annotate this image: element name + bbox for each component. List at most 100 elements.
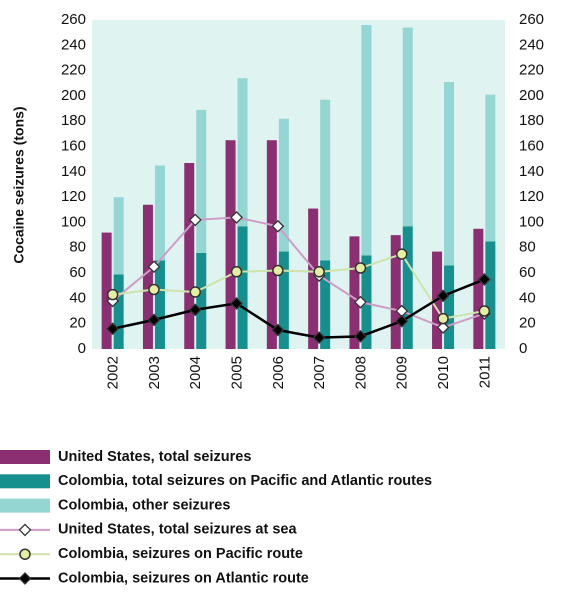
legend-swatch	[0, 474, 50, 489]
y2-tick-label: 60	[519, 264, 536, 281]
y-tick-label: 20	[69, 315, 86, 332]
legend-label: United States, total seizures	[58, 449, 251, 465]
y2-tick-label: 240	[519, 36, 544, 53]
bar	[308, 208, 319, 349]
point	[437, 312, 449, 325]
point	[147, 260, 161, 274]
point	[312, 331, 326, 345]
y2-tick-label: 140	[519, 163, 544, 180]
point	[230, 297, 243, 310]
y2-tick-label: 40	[519, 289, 536, 306]
line	[112, 216, 485, 329]
bar	[320, 99, 331, 261]
y2-tick-label: 200	[519, 87, 544, 104]
x-tick-label: 2002	[105, 356, 122, 389]
x-tick-label: 2004	[187, 356, 204, 389]
legend-label: United States, total seizures at sea	[58, 522, 297, 538]
point	[395, 314, 409, 328]
point	[436, 321, 450, 334]
point	[271, 323, 285, 337]
x-tick-label: 2008	[352, 356, 369, 389]
x-tick-label: 2009	[394, 356, 411, 389]
bar	[390, 235, 401, 349]
point	[354, 295, 367, 309]
y2-tick-label: 120	[519, 188, 544, 205]
point	[396, 248, 408, 260]
point	[106, 288, 119, 301]
y-tick-label: 260	[61, 11, 86, 28]
bar	[113, 274, 124, 349]
y-tick-label: 180	[61, 112, 86, 129]
point	[354, 262, 367, 274]
y-tick-label: 0	[78, 340, 86, 357]
bar	[485, 94, 496, 242]
bar	[320, 260, 331, 349]
y-tick-label: 40	[69, 289, 86, 306]
bar	[444, 82, 455, 266]
legend-swatch	[0, 498, 50, 513]
bar	[113, 197, 124, 275]
y2-tick-label: 20	[519, 315, 536, 332]
bar	[402, 27, 413, 227]
y-tick-label: 200	[61, 87, 86, 104]
y2-tick-label: 160	[519, 138, 544, 155]
point	[106, 322, 120, 336]
bar	[154, 260, 165, 349]
bar	[266, 140, 277, 349]
x-tick-label: 2003	[146, 356, 163, 389]
y-tick-label: 240	[61, 36, 86, 53]
y2-tick-label: 80	[519, 239, 536, 256]
point	[436, 289, 450, 303]
bar	[184, 162, 195, 349]
y-tick-label: 60	[69, 264, 86, 281]
y-axis-label: Cocaine seizures (tons)	[11, 106, 27, 263]
line	[112, 252, 485, 320]
point	[188, 303, 202, 317]
y2-tick-label: 260	[519, 11, 544, 28]
bar	[237, 78, 248, 227]
bar	[361, 25, 372, 256]
legend-marker	[19, 548, 31, 560]
point	[271, 219, 285, 233]
legend-label: Colombia, seizures on Pacific route	[58, 546, 303, 562]
bar	[402, 226, 413, 349]
y-tick-label: 80	[69, 239, 86, 256]
y-tick-label: 220	[61, 62, 86, 79]
x-tick-label: 2010	[435, 356, 452, 389]
y-tick-label: 140	[61, 163, 86, 180]
bar	[485, 241, 496, 349]
point	[230, 266, 243, 278]
y-tick-label: 160	[61, 138, 86, 155]
bar	[154, 165, 165, 261]
point	[272, 264, 284, 277]
legend-label: Colombia, total seizures on Pacific and …	[58, 473, 432, 489]
point	[478, 305, 491, 317]
point	[189, 286, 201, 298]
legend-swatch	[0, 450, 50, 464]
bar	[278, 118, 289, 252]
legend-marker	[18, 572, 32, 585]
legend-label: Colombia, other seizures	[58, 497, 230, 513]
point	[188, 213, 202, 227]
bar	[196, 252, 207, 349]
y2-tick-label: 100	[519, 213, 544, 230]
legend-label: Colombia, seizures on Atlantic route	[58, 570, 309, 586]
bar	[444, 265, 455, 349]
point	[147, 313, 161, 327]
bar	[237, 226, 248, 349]
point	[354, 329, 367, 343]
bar	[278, 251, 289, 349]
bar	[473, 228, 484, 349]
bar	[349, 236, 360, 349]
x-tick-label: 2006	[270, 356, 287, 389]
legend-marker	[18, 523, 32, 537]
y2-tick-label: 0	[519, 340, 527, 357]
point	[477, 272, 491, 286]
x-tick-label: 2007	[311, 356, 328, 389]
y-tick-label: 120	[61, 188, 86, 205]
y2-tick-label: 220	[519, 62, 544, 79]
point	[313, 266, 325, 278]
bar	[225, 140, 236, 349]
point	[230, 210, 243, 224]
